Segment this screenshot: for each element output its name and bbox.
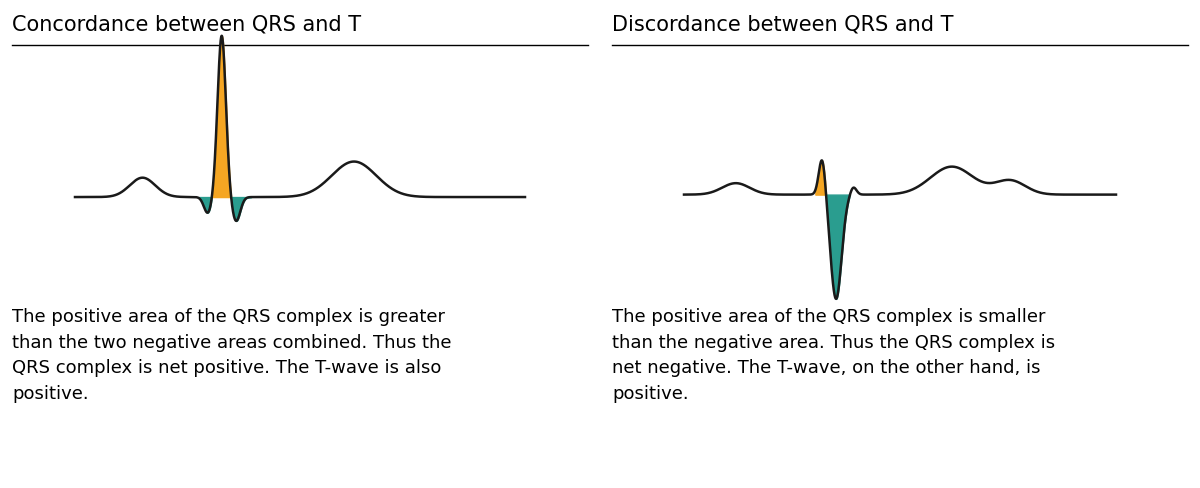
Text: Concordance between QRS and T: Concordance between QRS and T	[12, 15, 361, 35]
Text: The positive area of the QRS complex is smaller
than the negative area. Thus the: The positive area of the QRS complex is …	[612, 307, 1055, 402]
Text: Discordance between QRS and T: Discordance between QRS and T	[612, 15, 954, 35]
Text: The positive area of the QRS complex is greater
than the two negative areas comb: The positive area of the QRS complex is …	[12, 307, 451, 402]
